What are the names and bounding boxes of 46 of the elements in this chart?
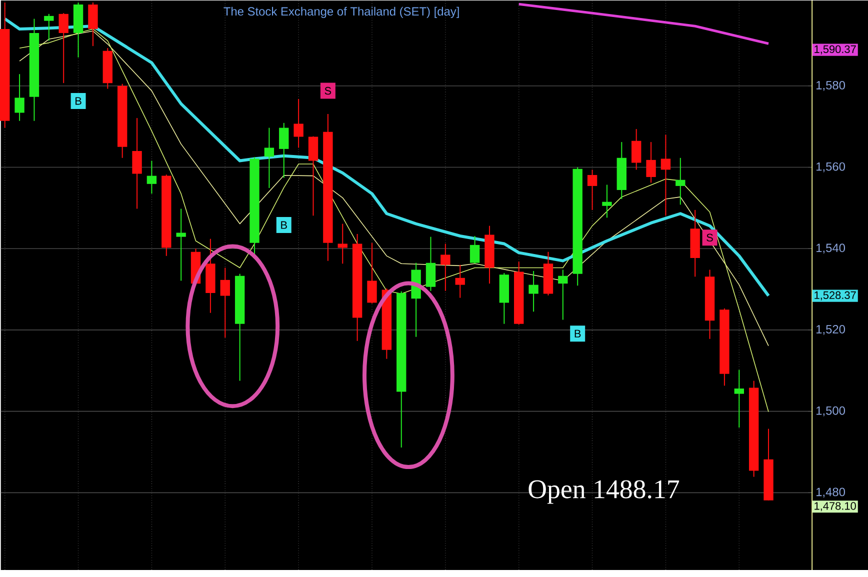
candlestick [14,74,24,122]
candlestick [426,236,436,292]
candlestick [602,184,612,218]
candlestick [660,134,671,216]
data-label: S [324,87,332,95]
candlestick [264,127,274,189]
candlestick [44,14,54,42]
y-tick-label: 1,520 [816,325,846,336]
candlestick [587,169,598,211]
candlestick [58,12,68,84]
text: 1,478.10 [814,502,856,512]
candlestick [558,269,568,320]
line-series [19,28,769,412]
candlestick [279,122,289,178]
annotation: Open 1488.17 [528,480,680,504]
candlestick [132,118,142,210]
text: 1,528.37 [814,291,856,300]
chart-title: The Stock Exchange of Thailand (SET) [day] [224,6,459,18]
candlestick [676,158,686,206]
text: 1,590.37 [814,45,856,54]
candlestick [470,236,480,264]
candlestick [734,369,744,428]
candlestick [528,270,538,312]
candlestick [367,242,377,304]
candlestick [455,264,465,298]
candlestick [176,208,186,282]
y-tick-label: 1,480 [816,488,846,498]
y-tick-label: 1,580 [816,81,846,91]
candlestick [294,98,304,148]
candlestick [308,136,318,216]
candlestick [220,267,230,338]
data-label: S [706,234,713,242]
candlestick [440,243,450,292]
data-label: B [76,97,82,105]
line-series [19,30,769,346]
line-series [518,3,770,45]
y-tick-label: 1,540 [816,244,846,254]
data-label: B [574,330,581,338]
data-label: B [281,221,287,229]
candlestick [146,160,157,194]
line-series [3,17,770,298]
candlestick [338,223,348,264]
y-tick-label: 1,500 [816,406,846,416]
candlestick [646,142,656,184]
candlestick [631,128,642,170]
y-tick-label: 1,560 [816,162,846,172]
